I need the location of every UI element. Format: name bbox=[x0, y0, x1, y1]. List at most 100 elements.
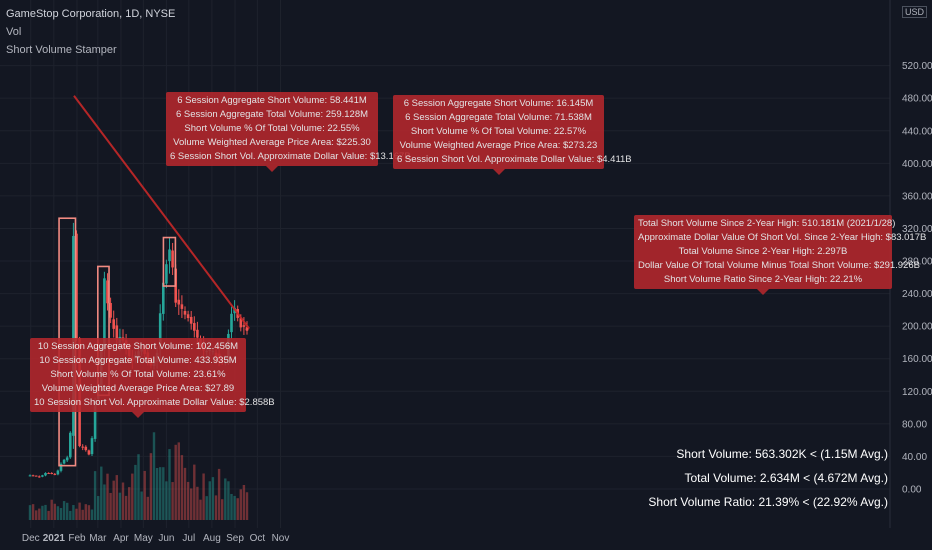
time-tick-label: Mar bbox=[89, 533, 107, 544]
volume-bar bbox=[56, 506, 60, 520]
candle-body bbox=[177, 299, 181, 305]
volume-bar bbox=[87, 505, 91, 520]
candle-body bbox=[106, 280, 109, 304]
volume-bar bbox=[38, 508, 41, 520]
volume-bar bbox=[202, 473, 205, 520]
volume-bar bbox=[100, 466, 103, 520]
annotation-line: 6 Session Aggregate Total Volume: 71.538… bbox=[405, 112, 592, 123]
annotation-line: 6 Session Aggregate Total Volume: 259.12… bbox=[175, 109, 369, 120]
price-tick-label: 200.00 bbox=[902, 322, 932, 333]
candle-body bbox=[115, 325, 119, 340]
volume-bar bbox=[47, 510, 50, 520]
candle-body bbox=[165, 264, 168, 284]
candle-body bbox=[189, 316, 193, 324]
candle-body bbox=[44, 472, 47, 476]
volume-bar bbox=[31, 504, 35, 520]
volume-bar bbox=[97, 496, 100, 520]
volume-bar bbox=[121, 482, 125, 520]
candle-body bbox=[34, 475, 38, 477]
price-tick-label: 320.00 bbox=[902, 224, 932, 235]
volume-bar bbox=[124, 495, 128, 520]
annotation-line: Approximate Dollar Value Of Short Vol. S… bbox=[638, 232, 927, 243]
candle-body bbox=[59, 463, 63, 471]
volume-bar bbox=[159, 467, 162, 520]
price-tick-label: 80.00 bbox=[902, 419, 927, 430]
volume-bar bbox=[242, 484, 246, 520]
candle-body bbox=[90, 438, 94, 455]
volume-bar bbox=[118, 492, 122, 520]
time-tick-label: Aug bbox=[203, 533, 221, 544]
volume-bar bbox=[78, 502, 81, 520]
volume-bar bbox=[180, 455, 184, 520]
time-tick-label: Dec bbox=[22, 533, 40, 544]
candle-body bbox=[69, 432, 72, 458]
volume-bar bbox=[190, 488, 193, 520]
currency-label[interactable]: USD bbox=[902, 6, 928, 18]
volume-bar bbox=[236, 498, 239, 520]
volume-bar bbox=[112, 480, 115, 520]
time-tick-label: May bbox=[134, 533, 153, 544]
volume-bar bbox=[168, 449, 171, 520]
volume-bar bbox=[155, 467, 159, 520]
volume-bar bbox=[44, 504, 47, 520]
candle-body bbox=[183, 311, 187, 315]
candle-body bbox=[47, 472, 50, 474]
volume-bar bbox=[53, 503, 56, 520]
candle-body bbox=[245, 327, 249, 329]
volume-bar bbox=[66, 502, 69, 520]
candle-body bbox=[193, 323, 196, 331]
volume-bar bbox=[165, 481, 168, 520]
annotation-line: Volume Weighted Average Price Area: $27.… bbox=[41, 383, 235, 394]
volume-bar bbox=[217, 468, 221, 520]
volume-legend[interactable]: Vol bbox=[6, 26, 22, 38]
annotation-box-4: Total Short Volume Since 2-Year High: 51… bbox=[634, 215, 927, 295]
candle-body bbox=[186, 314, 190, 319]
volume-bar bbox=[211, 477, 215, 520]
candle-body bbox=[50, 472, 53, 474]
price-tick-label: 280.00 bbox=[902, 257, 932, 268]
annotation-line: Total Volume Since 2-Year High: 2.297B bbox=[678, 246, 848, 257]
candle-body bbox=[81, 446, 84, 448]
candle-body bbox=[180, 304, 184, 309]
candle-body bbox=[112, 319, 115, 329]
time-tick-label: Oct bbox=[250, 533, 266, 544]
annotation-line: 6 Session Short Vol. Approximate Dollar … bbox=[397, 154, 632, 165]
candle-body bbox=[56, 470, 60, 475]
candle-body bbox=[28, 475, 32, 477]
volume-bar bbox=[230, 493, 233, 520]
volume-bar bbox=[137, 454, 140, 520]
candle-body bbox=[103, 278, 106, 351]
price-tick-label: 360.00 bbox=[902, 191, 932, 202]
volume-bar bbox=[59, 508, 63, 520]
annotation-line: Volume Weighted Average Price Area: $225… bbox=[173, 137, 371, 148]
volume-bar bbox=[245, 492, 249, 520]
time-axis-bg bbox=[0, 528, 932, 550]
candle-body bbox=[168, 249, 171, 262]
volume-bar bbox=[146, 496, 149, 520]
volume-bar bbox=[93, 471, 97, 520]
price-tick-label: 120.00 bbox=[902, 387, 932, 398]
indicator-legend[interactable]: Short Volume Stamper bbox=[6, 44, 117, 56]
annotation-line: Short Volume % Of Total Volume: 23.61% bbox=[50, 369, 226, 380]
symbol-legend[interactable]: GameStop Corporation, 1D, NYSE bbox=[6, 8, 176, 20]
annotation-line: 10 Session Aggregate Short Volume: 102.4… bbox=[37, 341, 239, 352]
time-tick-label: Jun bbox=[158, 533, 174, 544]
time-tick-label: 2021 bbox=[43, 533, 66, 544]
candle-body bbox=[230, 313, 233, 333]
price-tick-label: 440.00 bbox=[902, 126, 932, 137]
annotation-line: 6 Session Aggregate Short Volume: 16.145… bbox=[403, 98, 594, 109]
volume-bar bbox=[196, 486, 199, 520]
annotation-line: Total Short Volume Since 2-Year High: 51… bbox=[638, 218, 896, 229]
volume-bar bbox=[84, 504, 87, 520]
price-tick-label: 160.00 bbox=[902, 354, 932, 365]
annotation-line: Short Volume % Of Total Volume: 22.55% bbox=[184, 123, 360, 134]
volume-bar bbox=[109, 492, 112, 520]
candle-body bbox=[65, 457, 69, 461]
candle-body bbox=[72, 235, 75, 436]
candle-body bbox=[158, 313, 162, 350]
stat-short-ratio: Short Volume Ratio: 21.39% < (22.92% Avg… bbox=[648, 495, 888, 509]
volume-bar bbox=[239, 489, 242, 520]
last-price-dot bbox=[245, 327, 249, 331]
price-tick-label: 400.00 bbox=[902, 159, 932, 170]
price-tick-label: 240.00 bbox=[902, 289, 932, 300]
